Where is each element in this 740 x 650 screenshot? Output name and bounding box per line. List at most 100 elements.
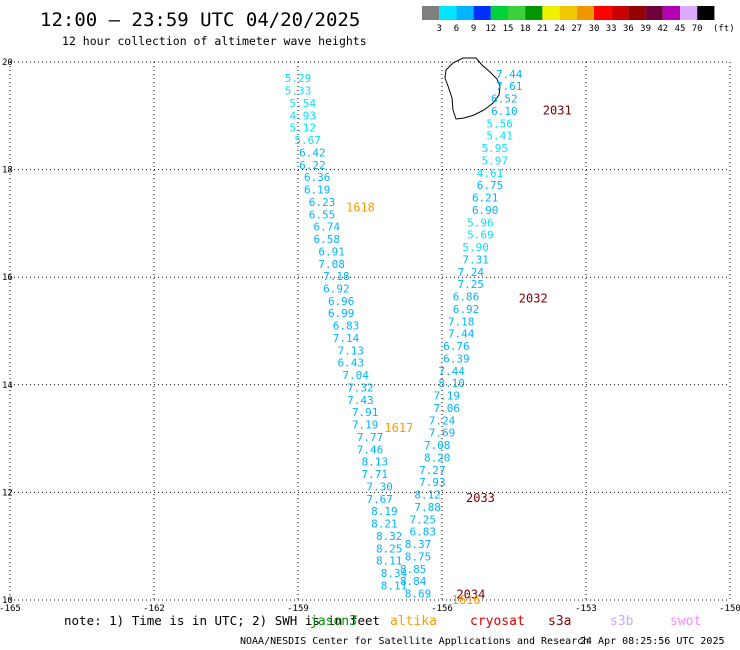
satellite-legend-item: s3a [548,614,571,629]
swh-value-label: 6.22 [299,159,326,172]
x-tick-label: -150 [719,604,740,614]
colorbar-tick-label: 24 [554,24,565,34]
swh-value-label: 7.71 [362,468,389,481]
swh-value-label: 7.06 [434,402,461,415]
lat-lon-grid [9,61,731,601]
swh-value-label: 5.96 [467,216,494,229]
swh-value-label: 7.08 [424,439,451,452]
satellite-legend-item: cryosat [470,614,525,629]
swh-value-label: 6.75 [477,179,504,192]
swh-value-label: 6.91 [318,245,345,258]
swh-value-label: 7.04 [342,369,369,382]
swh-value-label: 6.21 [472,192,499,205]
swh-value-label: 5.41 [486,130,513,143]
swh-value-label: 8.11 [376,555,403,568]
colorbar-swatch [525,6,543,20]
swh-value-label: 5.69 [467,229,494,242]
swh-value-label: 6.36 [304,171,331,184]
swh-value-label: 5.33 [285,85,312,98]
swh-value-label: 7.18 [448,315,475,328]
swh-value-label: 7.46 [357,443,384,456]
colorbar-swatch [439,6,457,20]
swh-value-label: 8.12 [414,489,441,502]
chart-subtitle: 12 hour collection of altimeter wave hei… [62,34,367,48]
colorbar-tick-label: 12 [485,24,496,34]
colorbar-tick-label: 27 [571,24,582,34]
colorbar-tick-label: 42 [657,24,668,34]
swh-value-label: 5.54 [290,97,317,110]
swh-value-label: 8.84 [400,575,427,588]
swh-value-label: 6.99 [328,307,355,320]
swh-value-label: 6.86 [453,291,480,304]
swh-value-label: 8.37 [405,538,432,551]
swh-value-label: 8.85 [400,563,427,576]
swh-value-label: 7.43 [347,394,374,407]
colorbar-swatch [611,6,629,20]
satellite-legend-item: swot [670,614,701,629]
colorbar-tick-label: 9 [471,24,476,34]
colorbar-swatch [576,6,594,20]
pass-label: 2033 [466,491,495,505]
swh-value-label: 7.19 [352,419,379,432]
x-tick-label: -165 [0,604,21,614]
swh-value-label: 6.58 [314,233,341,246]
swh-value-label: 6.23 [309,196,336,209]
footer-credit: NOAA/NESDIS Center for Satellite Applica… [240,636,589,647]
x-tick-label: -159 [287,604,309,614]
swh-value-label: 7.69 [429,427,456,440]
swh-value-label: 7.18 [323,270,350,283]
swh-value-label: 8.34 [381,567,408,580]
footer-timestamp: 24 Apr 08:25:56 UTC 2025 [580,636,725,647]
swh-value-label: 8.25 [376,542,403,555]
swh-value-label: 7.19 [434,390,461,403]
swh-value-label: 7.31 [462,253,489,266]
colorbar-swatch [508,6,526,20]
swh-value-label: 7.44 [438,365,465,378]
swh-value-label: 6.92 [323,282,350,295]
swh-value-label: 8.21 [371,518,398,531]
colorbar-swatch [645,6,663,20]
colorbar-tick-label: 33 [606,24,617,34]
pass-label: 1618 [346,200,375,214]
colorbar-swatch [628,6,646,20]
pass-label: 1616 [452,593,481,607]
satellite-legend-item: s3b [610,614,634,629]
swh-value-label: 5.12 [290,122,317,135]
swh-value-label: 6.83 [333,320,360,333]
swh-value-label: 7.25 [410,513,437,526]
swh-value-label: 6.96 [328,295,355,308]
colorbar-swatch [594,6,612,20]
pass-label: 2031 [543,103,572,117]
swh-value-label: 6.55 [309,208,336,221]
swh-value-label: 7.27 [419,464,446,477]
swh-value-label: 7.44 [496,68,523,81]
swh-value-label: 7.93 [419,476,446,489]
satellite-legend-item: jason3 [310,614,357,629]
colorbar-swatch [680,6,698,20]
swh-value-label: 5.97 [482,154,509,167]
colorbar-tick-label: 36 [623,24,634,34]
pass-label: 2032 [519,292,548,306]
y-tick-label: 16 [2,273,13,283]
colorbar-swatch [542,6,560,20]
y-tick-label: 10 [2,596,13,606]
x-tick-label: -153 [575,604,597,614]
colorbar-tick-label: 21 [537,24,548,34]
swh-value-label: 6.90 [472,204,499,217]
x-tick-label: -156 [431,604,453,614]
colorbar-swatch [456,6,474,20]
swh-colorbar: 3 6 9 12 15 18 21 24 27 30 33 36 39 42 45 70 [422,6,715,34]
colorbar-swatch [697,6,715,20]
chart-title: 12:00 — 23:59 UTC 04/20/2025 [40,9,360,31]
swh-value-label: 8.19 [371,505,398,518]
swh-value-label: 5.29 [285,72,312,85]
swh-value-label: 6.52 [491,93,518,106]
swh-value-label: 6.10 [491,105,518,118]
colorbar-tick-label: 30 [589,24,600,34]
swh-value-label: 7.91 [352,406,379,419]
footer-note: note: 1) Time is in UTC; 2) SWH is in fe… [64,613,380,628]
swh-value-label: 6.83 [410,526,437,539]
colorbar-tick-label: 70 [692,24,703,34]
swh-value-label: 7.30 [366,480,393,493]
